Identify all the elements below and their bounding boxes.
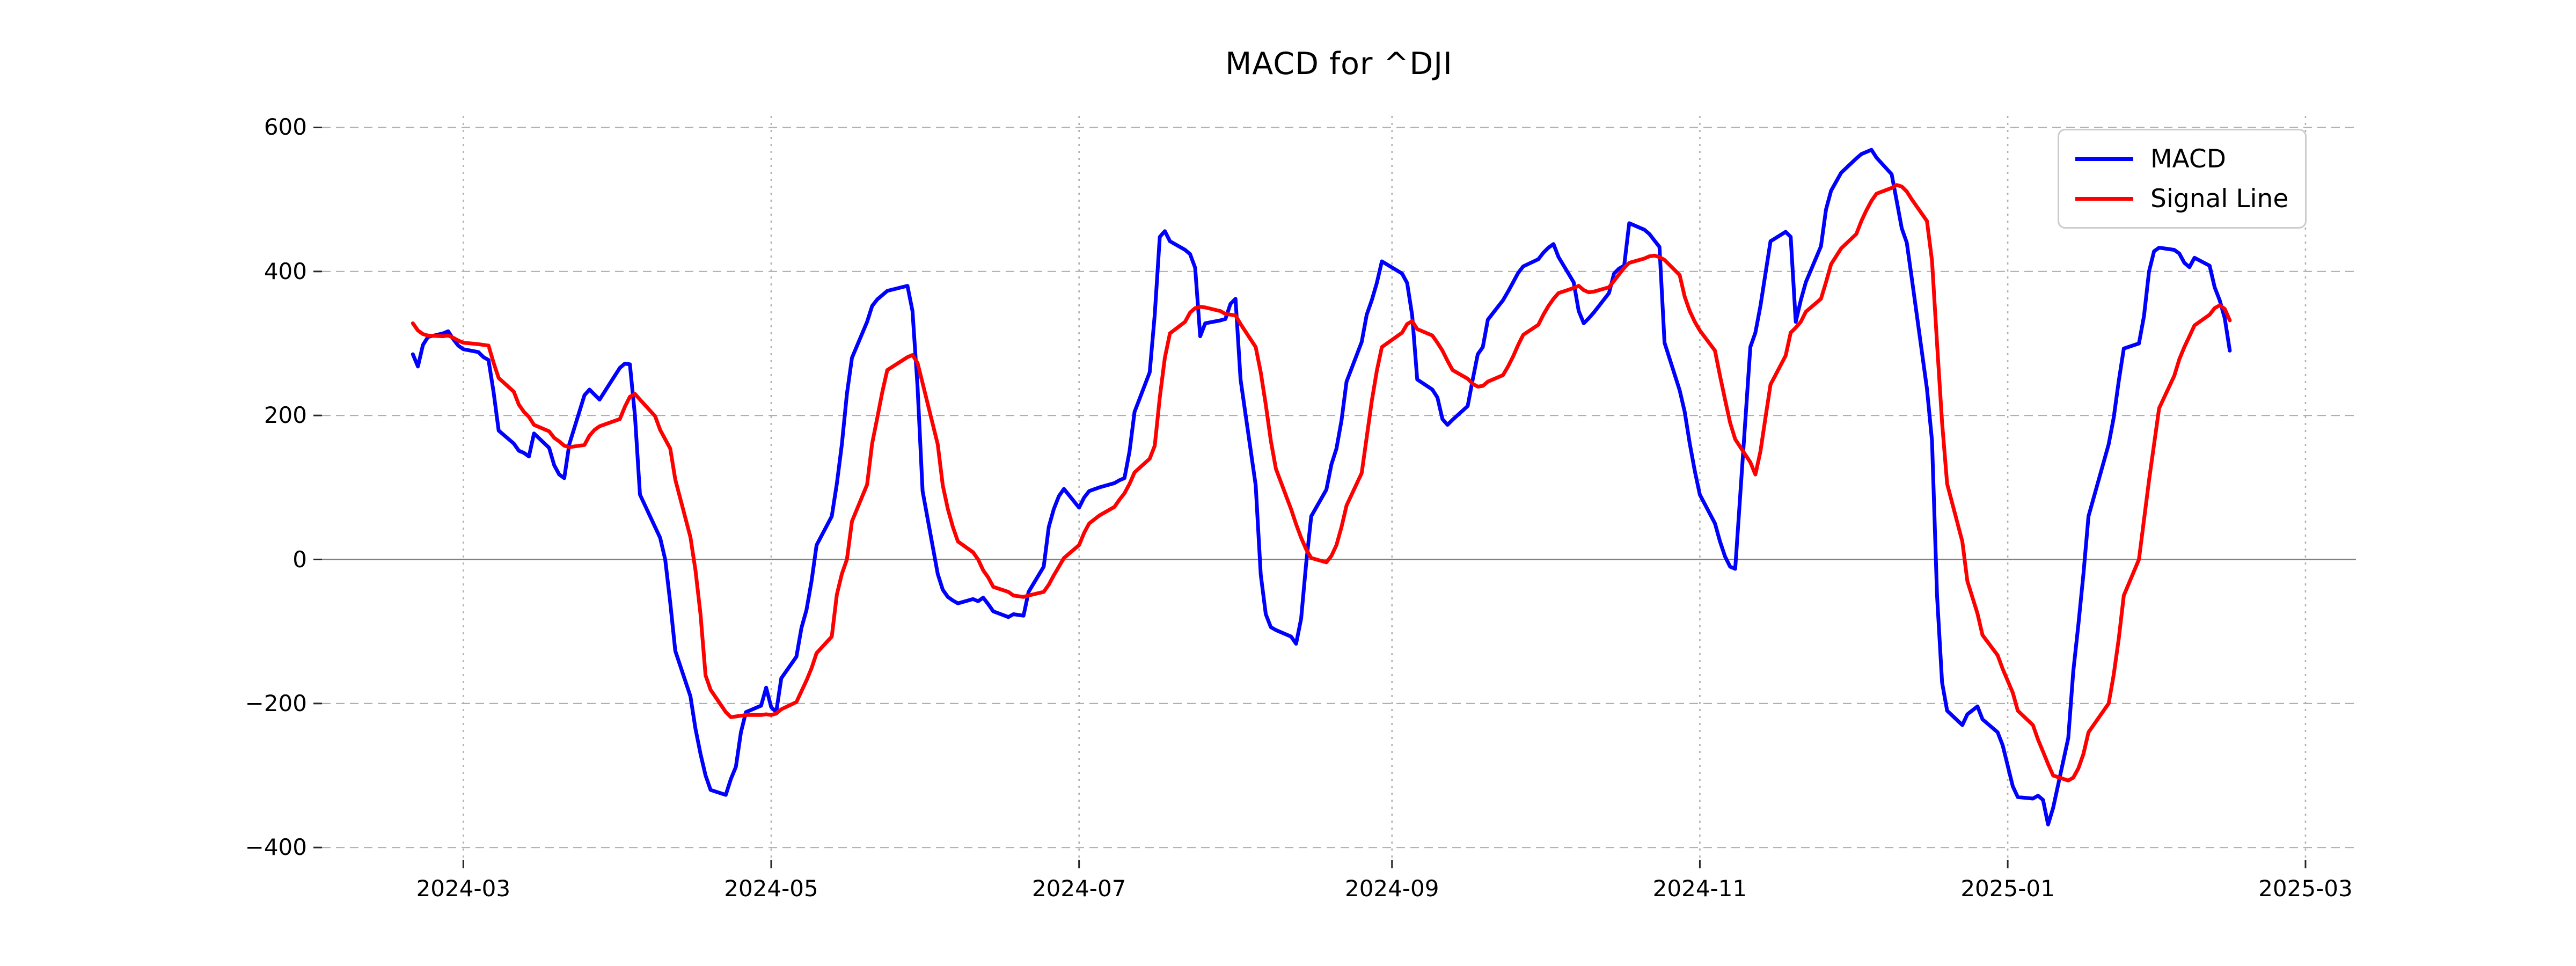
macd-line-swatch bbox=[2075, 157, 2133, 161]
legend-label-macd: MACD bbox=[2150, 144, 2226, 174]
x-tick-label: 2024-07 bbox=[1031, 875, 1126, 902]
signal-line bbox=[411, 183, 2232, 782]
y-tick-label: −200 bbox=[245, 690, 307, 716]
x-tick-label: 2024-09 bbox=[1344, 875, 1439, 902]
x-tick-label: 2025-03 bbox=[2258, 875, 2353, 902]
x-tick-label: 2024-03 bbox=[416, 875, 511, 902]
legend: MACD Signal Line bbox=[2058, 129, 2307, 229]
x-tick-label: 2025-01 bbox=[1960, 875, 2055, 902]
legend-item-signal: Signal Line bbox=[2075, 183, 2289, 214]
y-tick-label: −400 bbox=[245, 834, 307, 861]
legend-label-signal: Signal Line bbox=[2150, 184, 2289, 214]
chart-title: MACD for ^DJI bbox=[1225, 46, 1453, 82]
legend-item-macd: MACD bbox=[2075, 143, 2289, 174]
y-tick-label: 200 bbox=[264, 402, 307, 429]
x-tick-label: 2024-05 bbox=[724, 875, 818, 902]
signal-line-swatch bbox=[2075, 196, 2133, 201]
x-tick-label: 2024-11 bbox=[1652, 875, 1747, 902]
macd-line bbox=[411, 148, 2232, 826]
y-tick-label: 0 bbox=[292, 546, 307, 573]
y-tick-label: 400 bbox=[264, 258, 307, 284]
y-tick-label: 600 bbox=[264, 114, 307, 141]
